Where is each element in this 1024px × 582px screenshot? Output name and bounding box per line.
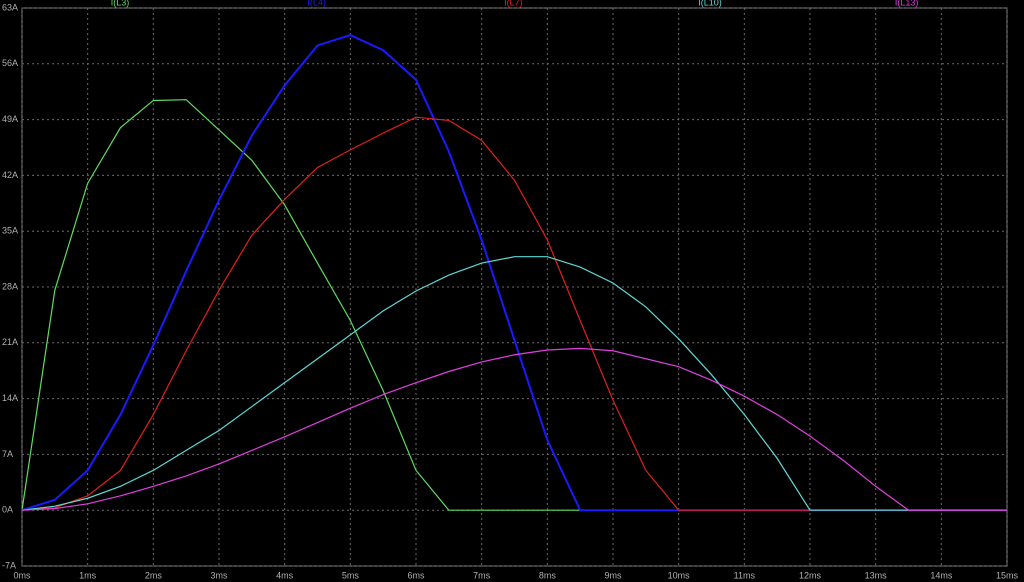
- y-tick-label: 42A: [2, 170, 18, 180]
- x-tick-label: 12ms: [799, 570, 822, 580]
- x-tick-label: 7ms: [473, 570, 491, 580]
- series-line: [21, 256, 1007, 511]
- x-tick-label: 5ms: [342, 570, 360, 580]
- y-tick-label: 28A: [2, 281, 18, 291]
- x-tick-label: 8ms: [539, 570, 557, 580]
- y-tick-label: 14A: [2, 393, 18, 403]
- y-tick-label: 56A: [2, 58, 18, 68]
- x-tick-label: 3ms: [210, 570, 228, 580]
- y-tick-label: 49A: [2, 114, 18, 124]
- x-tick-label: 10ms: [668, 570, 691, 580]
- x-tick-label: 13ms: [865, 570, 888, 580]
- legend-label: I(L7): [504, 0, 523, 7]
- x-tick-label: 15ms: [996, 570, 1019, 580]
- x-tick-label: 6ms: [407, 570, 425, 580]
- y-tick-label: 63A: [2, 2, 18, 12]
- y-tick-label: 7A: [2, 449, 13, 459]
- y-tick-label: -7A: [2, 560, 16, 570]
- x-tick-label: 1ms: [79, 570, 97, 580]
- y-tick-label: 0A: [2, 505, 13, 515]
- y-tick-label: 21A: [2, 337, 18, 347]
- legend-label: I(L3): [111, 0, 130, 7]
- series-line: [21, 347, 1007, 511]
- legend-label: I(L13): [895, 0, 919, 7]
- x-tick-label: 11ms: [734, 570, 756, 580]
- x-tick-label: 9ms: [604, 570, 622, 580]
- y-tick-label: 35A: [2, 226, 18, 236]
- x-tick-label: 14ms: [930, 570, 953, 580]
- x-tick-label: 0ms: [13, 570, 31, 580]
- legend-label: I(L4): [307, 0, 326, 7]
- x-tick-label: 4ms: [276, 570, 294, 580]
- legend-label: I(L10): [698, 0, 722, 7]
- x-tick-label: 2ms: [145, 570, 163, 580]
